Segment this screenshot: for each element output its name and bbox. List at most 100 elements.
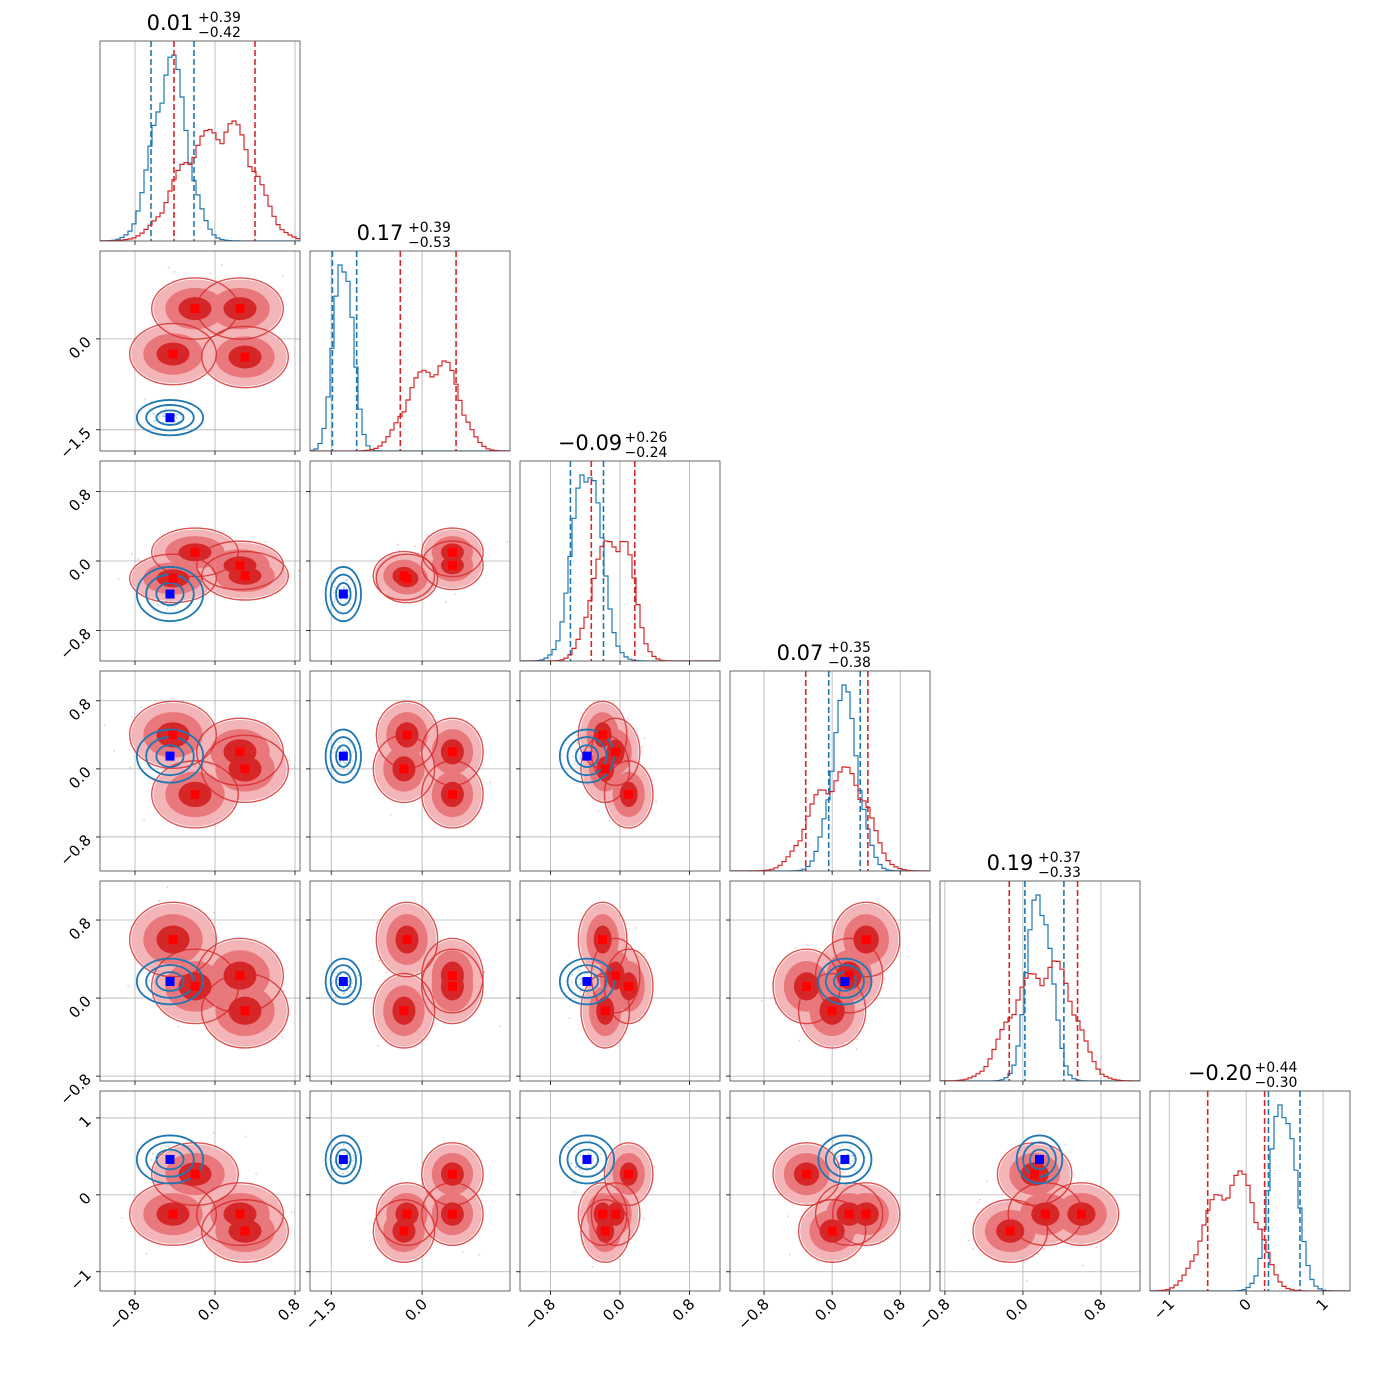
- contour-panel-4-3: [726, 880, 931, 1085]
- title-minus: −0.33: [1038, 865, 1081, 881]
- sample-point: [578, 969, 581, 971]
- contour-panel-5-0: −0.8 0.0 0.8 −1 0 1: [66, 1090, 305, 1334]
- red-contour-line: [421, 1142, 484, 1207]
- sample-point: [181, 416, 183, 419]
- sample-point: [1025, 1280, 1028, 1282]
- sample-point: [573, 1173, 576, 1176]
- sample-point: [579, 1154, 582, 1156]
- sample-point: [568, 1017, 571, 1020]
- x-tick-label: 0.8: [879, 1295, 909, 1325]
- histogram-blue: [730, 684, 930, 871]
- red-mode-marker: [600, 1226, 610, 1236]
- sample-point: [573, 762, 576, 765]
- title-plus: +0.35: [828, 640, 871, 656]
- sample-point: [348, 742, 351, 745]
- red-mode-marker: [168, 935, 178, 945]
- sample-point: [347, 740, 350, 743]
- sample-point: [570, 981, 573, 984]
- sample-point: [483, 971, 486, 974]
- sample-point: [331, 982, 334, 984]
- sample-point: [158, 415, 161, 418]
- red-mode-marker: [447, 560, 457, 570]
- sample-point: [157, 417, 160, 420]
- panel-frame: [939, 880, 1141, 1082]
- sample-point: [152, 602, 155, 604]
- sample-point: [120, 1216, 123, 1219]
- sample-point: [336, 972, 338, 975]
- sample-point: [478, 1253, 481, 1256]
- sample-point: [339, 610, 342, 613]
- contour-panel-4-0: −0.8 0.0 0.8: [56, 880, 301, 1109]
- blue-contour-line: [824, 1141, 865, 1178]
- sample-point: [635, 927, 637, 929]
- sample-point: [177, 413, 179, 416]
- sample-point: [347, 967, 350, 970]
- red-contour-line: [590, 1182, 641, 1247]
- blue-contour-line: [566, 1141, 608, 1178]
- sample-point: [333, 601, 335, 603]
- sample-point: [333, 746, 336, 749]
- contour-panel-5-3: −0.8 0.0 0.8: [726, 1090, 931, 1334]
- sample-point: [333, 598, 336, 601]
- red-mode-marker: [600, 764, 610, 774]
- blue-contour-line: [135, 566, 205, 623]
- red-mode-marker: [447, 547, 457, 557]
- red-mode-marker: [168, 573, 178, 583]
- blue-contour-line: [145, 1141, 195, 1178]
- blue-contour-line: [566, 964, 608, 999]
- sample-point: [576, 764, 579, 767]
- sample-point: [385, 971, 388, 974]
- red-contour-line: [200, 1199, 289, 1263]
- red-mode-marker: [1076, 1209, 1086, 1219]
- sample-point: [255, 1172, 257, 1175]
- sample-point: [349, 990, 352, 993]
- sample-point: [337, 1146, 340, 1149]
- red-mode-marker: [190, 981, 200, 991]
- sample-point: [352, 1154, 355, 1157]
- sample-point: [160, 1147, 163, 1150]
- sample-point: [351, 1159, 354, 1162]
- red-mode-marker: [598, 730, 608, 740]
- sample-point: [165, 608, 168, 610]
- red-mode-marker: [611, 747, 621, 757]
- y-tick-label: −1: [66, 1266, 94, 1294]
- red-contour-line: [200, 972, 289, 1049]
- sample-point: [576, 968, 579, 970]
- blue-contour-line: [145, 964, 195, 999]
- sample-point: [579, 990, 581, 993]
- sample-point: [883, 977, 886, 980]
- red-mode-marker: [861, 1209, 871, 1219]
- blue-mode-marker: [338, 589, 348, 599]
- red-mode-marker: [168, 349, 178, 359]
- red-contour-line: [195, 937, 284, 1014]
- histogram-panel-2: [519, 460, 721, 665]
- red-mode-marker: [402, 935, 412, 945]
- blue-contour-line: [1029, 1148, 1050, 1171]
- red-mode-marker: [235, 1209, 245, 1219]
- sample-point: [575, 734, 578, 737]
- blue-contour-line: [135, 399, 205, 437]
- contour-panel-5-2: −0.8 0.0 0.8: [516, 1090, 721, 1334]
- sample-point: [1095, 1246, 1098, 1249]
- sample-point: [337, 979, 340, 981]
- red-mode-marker: [235, 560, 245, 570]
- x-tick-label: 0.0: [401, 1295, 431, 1325]
- sample-point: [179, 414, 181, 417]
- blue-mode-marker: [840, 976, 850, 986]
- sample-point: [342, 1143, 345, 1146]
- sample-point: [144, 398, 146, 400]
- sample-point: [641, 746, 643, 749]
- blue-contour-line: [1015, 1134, 1064, 1185]
- contour-panel-1-0: −1.5 0.0: [56, 250, 301, 462]
- sample-point: [856, 1038, 859, 1040]
- sample-point: [854, 1169, 857, 1172]
- panel-frame: [729, 880, 931, 1082]
- red-contour-line: [831, 1182, 901, 1247]
- sample-point: [986, 1180, 989, 1183]
- sample-point: [571, 1162, 573, 1165]
- sample-point: [303, 1191, 305, 1193]
- title-plus: +0.37: [1038, 850, 1081, 866]
- y-tick-label: −0.8: [56, 1070, 94, 1108]
- sample-point: [293, 766, 296, 769]
